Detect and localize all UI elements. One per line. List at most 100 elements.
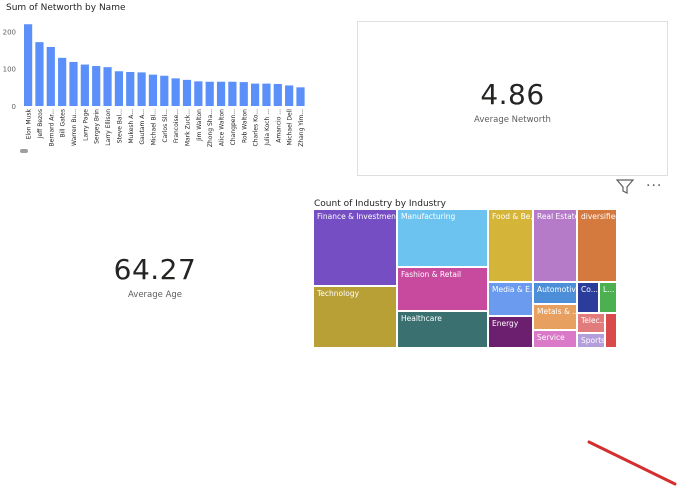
average-age-label: Average Age [127, 290, 183, 300]
bar[interactable] [239, 82, 248, 106]
bar[interactable] [182, 79, 192, 106]
treemap-tile-label: Sports [581, 336, 605, 345]
bar[interactable] [148, 74, 158, 106]
treemap-tile[interactable]: Automotive [533, 282, 577, 304]
bar[interactable] [80, 64, 89, 106]
treemap-tile[interactable] [605, 313, 617, 348]
treemap-tile[interactable]: Sports [577, 333, 605, 348]
x-tick-label: Gautam A... [139, 109, 146, 145]
treemap-tile-label: Energy [492, 319, 519, 328]
average-age-value: 64.27 [113, 253, 197, 286]
bar[interactable] [273, 83, 282, 106]
x-tick-label: Zhang Yim... [298, 109, 305, 147]
treemap-tile-label: L... [603, 285, 615, 294]
treemap-tile-label: Media & E... [492, 285, 533, 294]
x-tick-label: Charles Ko... [253, 109, 260, 147]
treemap-tile-label: Healthcare [401, 314, 442, 323]
bar[interactable] [296, 87, 305, 106]
red-annotation-stroke [587, 440, 677, 486]
x-tick-label: Elon Musk [26, 108, 33, 139]
y-tick-label: 200 [3, 28, 16, 36]
treemap-tile-label: Automotive [537, 285, 577, 294]
treemap-tile-label: Finance & Investments [317, 212, 397, 221]
x-tick-label: Larry Ellison [105, 109, 112, 146]
x-tick-label: Carlos Sli... [162, 109, 169, 143]
average-networth-label: Average Networth [474, 115, 551, 125]
bar[interactable] [137, 72, 146, 106]
bar[interactable] [92, 66, 101, 106]
treemap-tile-label: Metals & ... [537, 307, 577, 316]
treemap-tile-label: Service [537, 333, 565, 342]
average-age-card[interactable]: 64.27 Average Age [20, 205, 290, 355]
bar[interactable] [171, 78, 180, 106]
bar-chart-title: Sum of Networth by Name [6, 3, 126, 13]
bar[interactable] [69, 61, 78, 106]
treemap-tile[interactable]: Fashion & Retail [397, 267, 488, 311]
treemap-tile[interactable]: Media & E... [488, 282, 533, 316]
x-tick-label: Jeff Bezos [37, 109, 44, 139]
treemap-tile-label: Fashion & Retail [401, 270, 462, 279]
bar[interactable] [194, 81, 203, 106]
bar[interactable] [46, 47, 55, 106]
x-tick-label: Alice Walton [219, 109, 226, 146]
bar[interactable] [228, 81, 237, 106]
x-tick-label: Amancio ... [275, 109, 282, 143]
bar[interactable] [216, 81, 226, 106]
x-tick-label: Michael Bl... [150, 109, 157, 145]
treemap-tile[interactable]: Manufacturing [397, 209, 488, 267]
bar[interactable] [251, 83, 260, 106]
treemap-tile[interactable]: Co... [577, 282, 599, 313]
bar[interactable] [205, 81, 214, 106]
x-tick-label: Steve Bal... [116, 109, 123, 143]
treemap-tile[interactable]: Metals & ... [533, 304, 577, 330]
x-tick-label: Zhong Sha... [207, 109, 214, 147]
bar[interactable] [103, 67, 112, 106]
treemap-tile[interactable]: Food & Be... [488, 209, 533, 282]
x-tick-label: Warren Bu... [71, 109, 78, 146]
x-tick-label: Jim Walton [196, 109, 203, 142]
x-tick-label: Mukesh A... [128, 109, 135, 144]
filter-icon[interactable] [616, 179, 634, 195]
bar[interactable] [58, 57, 67, 106]
more-options-icon[interactable]: ··· [646, 178, 663, 194]
x-tick-label: Mark Zuck... [185, 109, 192, 146]
horizontal-scrollbar[interactable] [20, 149, 28, 153]
treemap-tile[interactable]: Finance & Investments [313, 209, 397, 286]
average-networth-value: 4.86 [480, 78, 545, 111]
treemap-tile-label: Technology [317, 289, 360, 298]
treemap-tile[interactable]: Energy [488, 316, 533, 348]
x-tick-label: Larry Page [82, 109, 89, 141]
x-tick-label: Francoise... [173, 109, 180, 143]
bar[interactable] [126, 72, 135, 106]
treemap-tile-label: Telec... [581, 316, 605, 325]
x-tick-label: Sergey Brin [94, 109, 101, 144]
bar[interactable] [114, 71, 123, 106]
y-tick-label: 0 [12, 103, 16, 111]
treemap-tile-label: Co... [581, 285, 598, 294]
bar[interactable] [160, 75, 169, 106]
bar-chart-plot: 0 100 200 Elon Musk Jeff Bezos Bernard Ar... B… [3, 24, 305, 153]
treemap-title: Count of Industry by Industry [314, 199, 446, 209]
treemap-tile-label: Real Estate [537, 212, 577, 221]
bar[interactable] [285, 85, 294, 106]
average-networth-card[interactable]: 4.86 Average Networth [357, 21, 668, 176]
treemap-tile-label: Food & Be... [492, 212, 533, 221]
bar[interactable] [262, 83, 271, 106]
treemap-tile-label: diversified [581, 212, 617, 221]
x-tick-label: Changpen... [230, 109, 237, 145]
y-tick-label: 100 [3, 66, 16, 74]
x-tick-label: Michael Dell [287, 109, 294, 146]
treemap-tile-label: Manufacturing [401, 212, 456, 221]
treemap-tile[interactable]: diversified [577, 209, 617, 282]
bar[interactable] [35, 42, 44, 106]
treemap-tile[interactable]: Healthcare [397, 311, 488, 348]
treemap-tile[interactable]: Telec... [577, 313, 605, 333]
treemap-tile[interactable]: L... [599, 282, 617, 313]
industry-treemap[interactable]: Count of Industry by Industry Finance & … [312, 197, 622, 352]
treemap-tile[interactable]: Real Estate [533, 209, 577, 282]
bar[interactable] [24, 24, 33, 107]
networth-bar-chart[interactable]: Sum of Networth by Name 0 100 200 Elon Musk… [0, 0, 310, 160]
treemap-tile[interactable]: Technology [313, 286, 397, 348]
x-tick-label: Bernard Ar... [48, 109, 55, 147]
treemap-tile[interactable]: Service [533, 330, 577, 348]
